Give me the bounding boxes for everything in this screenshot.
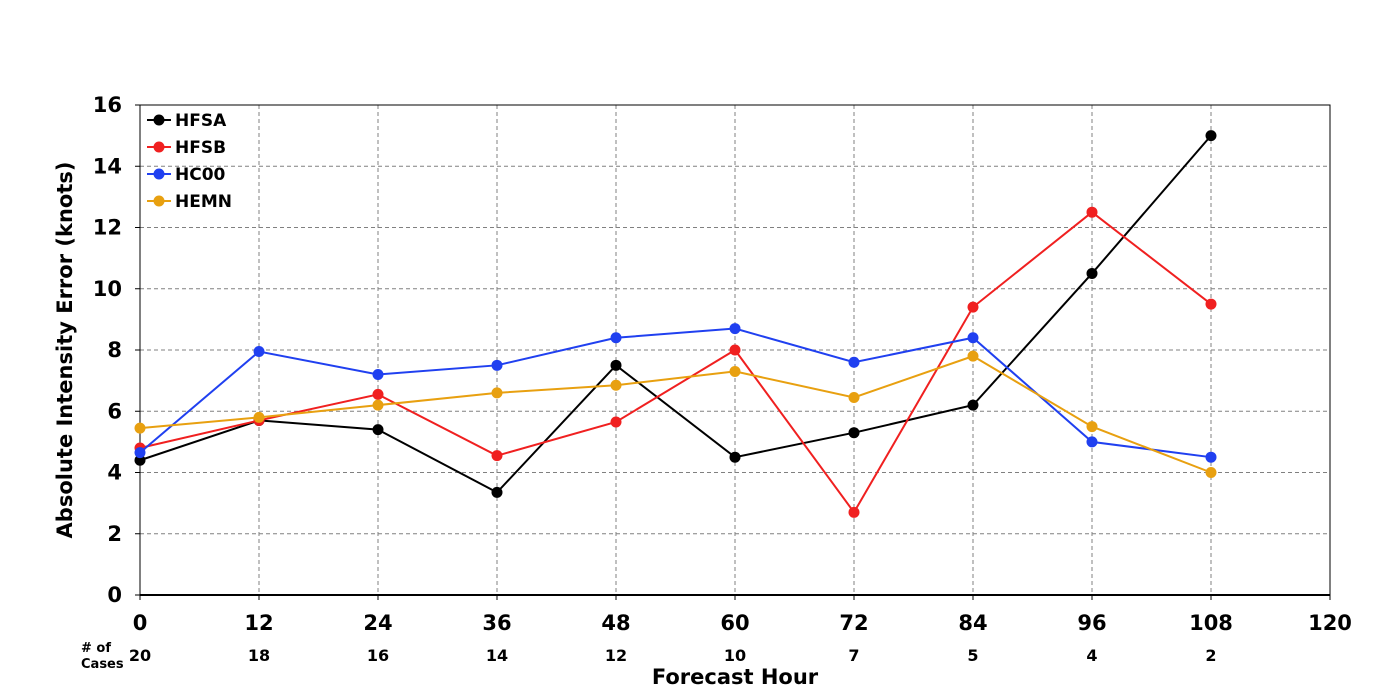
data-point [1205, 130, 1217, 142]
data-point [134, 422, 146, 434]
y-axis-title: Absolute Intensity Error (knots) [53, 162, 77, 539]
series-line [139, 134, 1212, 494]
data-point [1086, 436, 1098, 448]
series-line [139, 210, 1212, 515]
x-tick-label: 12 [244, 611, 273, 635]
x-tick-label: 48 [601, 611, 630, 635]
data-point [848, 427, 860, 439]
case-count-label: 10 [724, 646, 746, 665]
case-count-label: 12 [605, 646, 627, 665]
legend-swatch-marker [153, 168, 165, 180]
legend-item-hfsa: HFSA [147, 111, 227, 131]
series-hfsa [134, 130, 1217, 498]
x-axis-ticks: 0 12 24 36 48 60 72 84 96 108 120 [133, 595, 1352, 635]
case-count-label: 14 [486, 646, 508, 665]
legend: HFSA HFSB HC00 HEMN [147, 111, 232, 212]
series-line [139, 327, 1212, 459]
series-line [139, 355, 1212, 474]
data-point [610, 379, 622, 391]
y-tick-label: 8 [107, 338, 122, 362]
data-point [372, 388, 384, 400]
y-tick-label: 4 [107, 461, 122, 485]
legend-label: HFSB [175, 138, 226, 158]
series-hemn [134, 350, 1217, 478]
case-count-label: 20 [129, 646, 151, 665]
data-point [610, 332, 622, 344]
case-count-label: 2 [1205, 646, 1216, 665]
x-tick-label: 0 [133, 611, 148, 635]
data-point [491, 450, 503, 462]
cases-title-line1: # of [81, 641, 111, 656]
y-axis-ticks: 0 2 4 6 8 10 12 14 16 [93, 93, 140, 607]
y-tick-label: 14 [93, 154, 122, 178]
data-point [729, 344, 741, 356]
case-count-label: 16 [367, 646, 389, 665]
legend-item-hc00: HC00 [147, 165, 226, 185]
data-point [1205, 298, 1217, 310]
data-point [372, 424, 384, 436]
data-point [134, 454, 146, 466]
data-point [848, 391, 860, 403]
data-point [1205, 467, 1217, 478]
case-count-label: 18 [248, 646, 270, 665]
data-point [1205, 451, 1217, 463]
data-point [610, 359, 622, 371]
y-tick-label: 6 [107, 399, 122, 423]
legend-item-hfsb: HFSB [147, 138, 226, 158]
cases-title-line2: Cases [81, 657, 124, 672]
series-hc00 [134, 323, 1217, 463]
legend-item-hemn: HEMN [147, 192, 232, 212]
x-tick-label: 60 [720, 611, 749, 635]
series-lines [134, 130, 1217, 518]
data-point [967, 399, 979, 411]
x-tick-label: 24 [363, 611, 392, 635]
data-point [848, 506, 860, 518]
legend-label: HFSA [175, 111, 227, 131]
data-point [729, 323, 741, 335]
data-point [372, 399, 384, 411]
y-tick-label: 0 [107, 583, 122, 607]
legend-swatch-marker [153, 114, 165, 126]
y-tick-label: 12 [93, 216, 122, 240]
data-point [253, 411, 265, 423]
x-tick-label: 84 [958, 611, 987, 635]
data-point [848, 356, 860, 368]
legend-swatch-marker [153, 141, 165, 153]
y-tick-label: 10 [93, 277, 122, 301]
data-point [491, 486, 503, 498]
x-tick-label: 96 [1077, 611, 1106, 635]
legend-swatch-marker [153, 195, 165, 207]
data-point [729, 365, 741, 377]
case-count-label: 7 [848, 646, 859, 665]
y-tick-label: 16 [93, 93, 122, 117]
data-point [372, 369, 384, 380]
x-tick-label: 72 [839, 611, 868, 635]
y-tick-label: 2 [107, 522, 122, 546]
x-axis-title: Forecast Hour [652, 665, 819, 689]
data-point [253, 346, 265, 358]
case-count-label: 4 [1086, 646, 1097, 665]
legend-label: HEMN [175, 192, 232, 212]
data-point [729, 451, 741, 463]
data-point [1086, 421, 1098, 433]
data-point [967, 332, 979, 344]
data-point [967, 301, 979, 313]
data-point [610, 416, 622, 428]
data-point [491, 359, 503, 371]
data-point [134, 447, 146, 459]
legend-label: HC00 [175, 165, 226, 185]
x-tick-label: 36 [482, 611, 511, 635]
x-tick-label: 120 [1308, 611, 1352, 635]
data-point [967, 350, 979, 362]
series-hfsb [134, 206, 1217, 518]
case-count-label: 5 [967, 646, 978, 665]
data-point [491, 387, 503, 399]
data-point [1086, 206, 1098, 218]
x-tick-label: 108 [1189, 611, 1233, 635]
data-point [1086, 267, 1098, 279]
